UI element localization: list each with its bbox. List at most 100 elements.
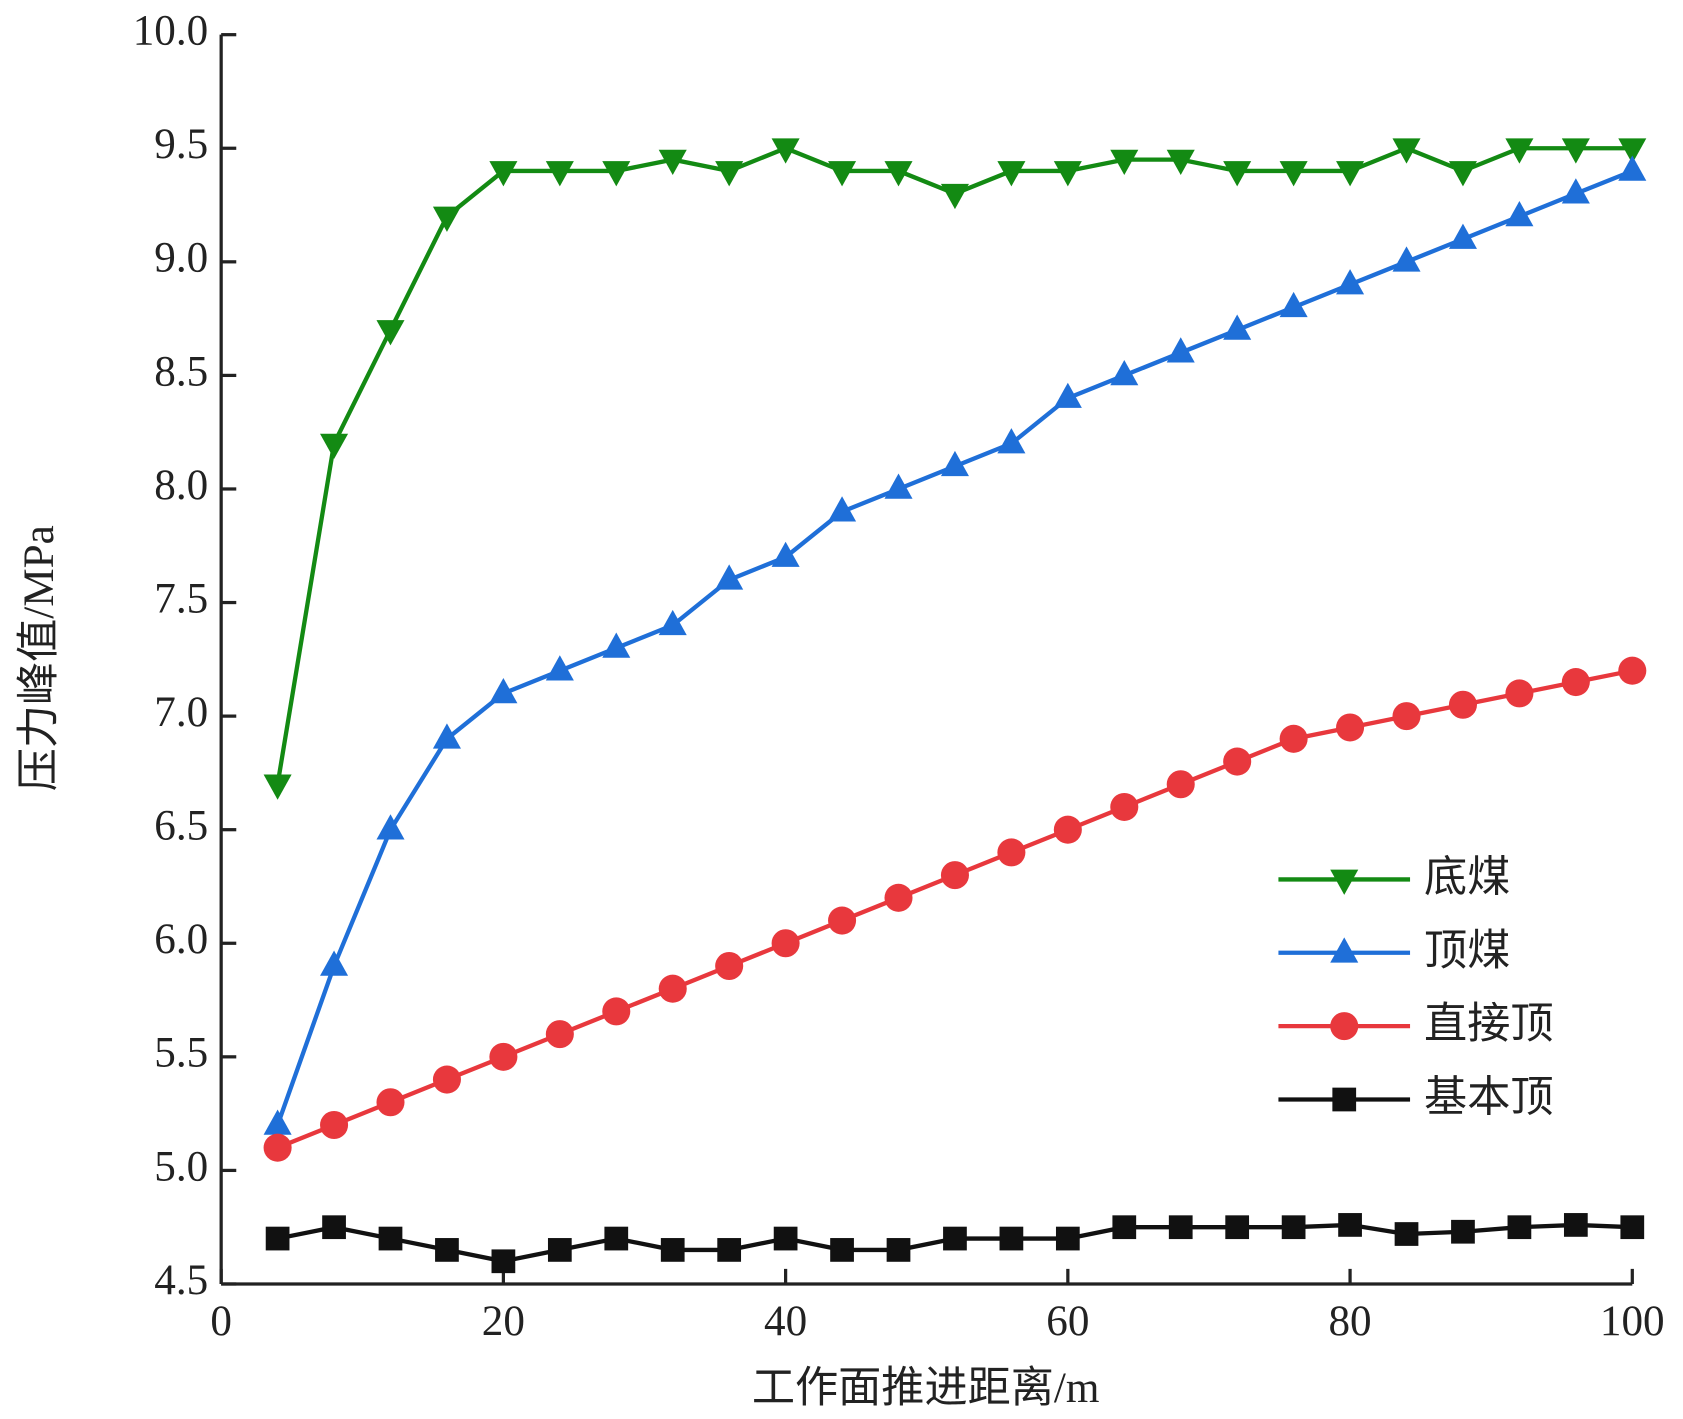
marker	[1392, 246, 1421, 272]
marker	[489, 161, 518, 187]
legend-marker	[1330, 1012, 1359, 1041]
marker	[1112, 1215, 1137, 1240]
marker	[658, 149, 687, 176]
legend-marker	[1330, 869, 1359, 895]
y-tick-label: 6.5	[154, 803, 208, 850]
marker	[320, 433, 349, 459]
marker	[658, 974, 687, 1003]
marker	[265, 1226, 290, 1251]
marker	[1561, 138, 1590, 164]
marker	[771, 541, 800, 567]
marker	[773, 1226, 798, 1251]
marker	[771, 929, 800, 958]
marker	[376, 1088, 405, 1117]
marker	[1055, 1226, 1080, 1251]
marker	[997, 161, 1026, 187]
marker	[1279, 724, 1308, 753]
marker	[1561, 178, 1590, 204]
marker	[715, 161, 744, 187]
marker	[545, 1020, 574, 1049]
marker	[828, 906, 857, 935]
marker	[1394, 1222, 1419, 1246]
marker	[660, 1238, 685, 1262]
marker	[940, 861, 969, 890]
legend-label: 底煤	[1424, 854, 1510, 901]
marker	[1053, 382, 1082, 408]
marker	[884, 473, 913, 499]
marker	[1561, 668, 1590, 697]
marker	[884, 161, 913, 187]
marker	[830, 1238, 854, 1262]
marker	[1618, 138, 1647, 164]
x-tick-label: 40	[764, 1298, 807, 1345]
marker	[1392, 702, 1421, 731]
marker	[1279, 291, 1308, 318]
marker	[940, 450, 969, 477]
marker	[1620, 1215, 1645, 1240]
marker	[1166, 770, 1195, 799]
y-tick-label: 9.0	[154, 235, 208, 282]
marker	[491, 1249, 516, 1274]
marker	[602, 997, 631, 1026]
marker	[1110, 792, 1139, 822]
legend-label: 顶煤	[1424, 928, 1510, 975]
marker	[602, 161, 631, 187]
marker	[717, 1238, 742, 1262]
x-tick-label: 60	[1046, 1298, 1089, 1345]
y-tick-label: 6.0	[154, 916, 208, 963]
marker	[432, 1065, 461, 1094]
marker	[1110, 149, 1139, 176]
y-tick-label: 4.5	[154, 1257, 208, 1304]
marker	[263, 774, 292, 800]
marker	[1336, 161, 1365, 187]
marker	[1336, 269, 1365, 295]
marker	[1563, 1213, 1588, 1237]
marker	[997, 428, 1026, 454]
marker	[376, 320, 405, 346]
series-line	[275, 168, 1634, 1126]
legend-marker	[1330, 937, 1359, 963]
marker	[1618, 656, 1647, 685]
marker	[1505, 138, 1534, 164]
marker	[771, 138, 800, 164]
x-tick-label: 0	[210, 1298, 232, 1345]
marker	[545, 161, 574, 187]
marker	[1448, 223, 1477, 249]
marker	[1451, 1219, 1475, 1244]
marker	[1338, 1213, 1362, 1237]
marker	[1223, 161, 1252, 187]
marker	[1618, 155, 1647, 181]
marker	[943, 1226, 967, 1251]
marker	[489, 1042, 518, 1071]
x-tick-label: 20	[482, 1298, 525, 1345]
y-tick-label: 5.5	[154, 1030, 208, 1077]
y-tick-label: 7.5	[154, 575, 208, 622]
marker	[658, 609, 687, 636]
y-tick-label: 8.5	[154, 348, 208, 395]
marker	[489, 677, 518, 704]
marker	[997, 838, 1026, 867]
marker	[715, 951, 744, 981]
marker	[1110, 359, 1139, 386]
marker	[940, 183, 969, 210]
marker	[1336, 713, 1365, 742]
marker	[547, 1238, 572, 1262]
y-tick-label: 8.0	[154, 462, 208, 509]
y-tick-label: 7.0	[154, 689, 208, 736]
marker	[1279, 161, 1308, 187]
y-tick-label: 9.5	[154, 121, 208, 168]
marker	[1392, 138, 1421, 164]
marker	[435, 1238, 459, 1262]
y-tick-label: 10.0	[133, 8, 209, 55]
marker	[1053, 815, 1082, 844]
marker	[1225, 1215, 1250, 1240]
marker	[1505, 679, 1534, 708]
marker	[376, 814, 405, 840]
marker	[999, 1226, 1024, 1251]
marker	[432, 723, 461, 749]
marker	[263, 1109, 292, 1135]
marker	[1448, 690, 1477, 719]
marker	[1166, 337, 1195, 363]
x-tick-label: 100	[1600, 1298, 1665, 1345]
marker	[604, 1226, 629, 1251]
